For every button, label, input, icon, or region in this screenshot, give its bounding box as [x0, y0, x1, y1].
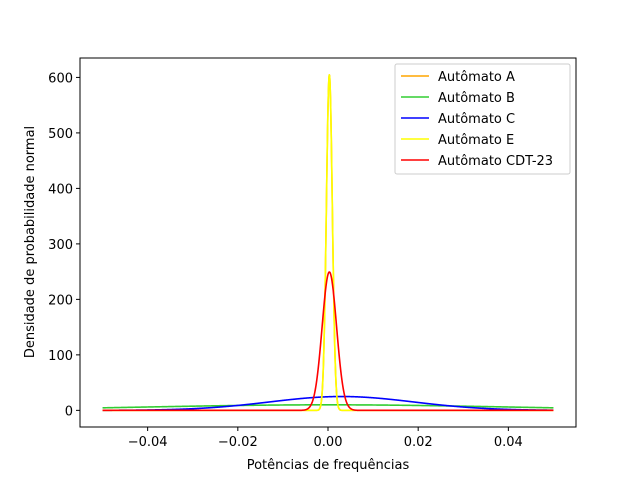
series-layer — [101, 74, 555, 412]
y-tick-label: 0 — [65, 404, 73, 419]
series-line-automato-c — [101, 395, 555, 412]
y-axis-label: Densidade de probabilidade normal — [23, 126, 38, 358]
x-tick-label: −0.04 — [128, 435, 168, 450]
series-line-automato-cdt-23 — [101, 271, 555, 412]
y-tick-label: 300 — [48, 238, 73, 253]
legend: Autômato A Autômato B Autômato C Autômato E… — [394, 63, 571, 175]
legend-label: Autômato E — [438, 133, 514, 148]
legend-label: Autômato CDT-23 — [438, 154, 553, 169]
y-tick-label: 400 — [48, 182, 73, 197]
x-axis-label: Potências de frequências — [247, 458, 410, 473]
y-tick-label: 100 — [48, 349, 73, 364]
y-tick-label: 200 — [48, 293, 73, 308]
series-line-automato-b — [101, 404, 555, 409]
x-tick-label: 0.04 — [494, 435, 523, 450]
y-axis: 0 100 200 300 400 500 600 — [48, 71, 80, 419]
legend-label: Autômato B — [438, 91, 515, 106]
x-axis: −0.04 −0.02 0.00 0.02 0.04 — [128, 427, 523, 450]
y-tick-label: 500 — [48, 127, 73, 142]
x-tick-label: 0.00 — [314, 435, 343, 450]
legend-label: Autômato C — [438, 112, 515, 127]
legend-label: Autômato A — [438, 70, 515, 85]
x-tick-label: −0.02 — [218, 435, 258, 450]
x-tick-label: 0.02 — [404, 435, 433, 450]
y-tick-label: 600 — [48, 71, 73, 86]
legend-box — [394, 63, 571, 175]
